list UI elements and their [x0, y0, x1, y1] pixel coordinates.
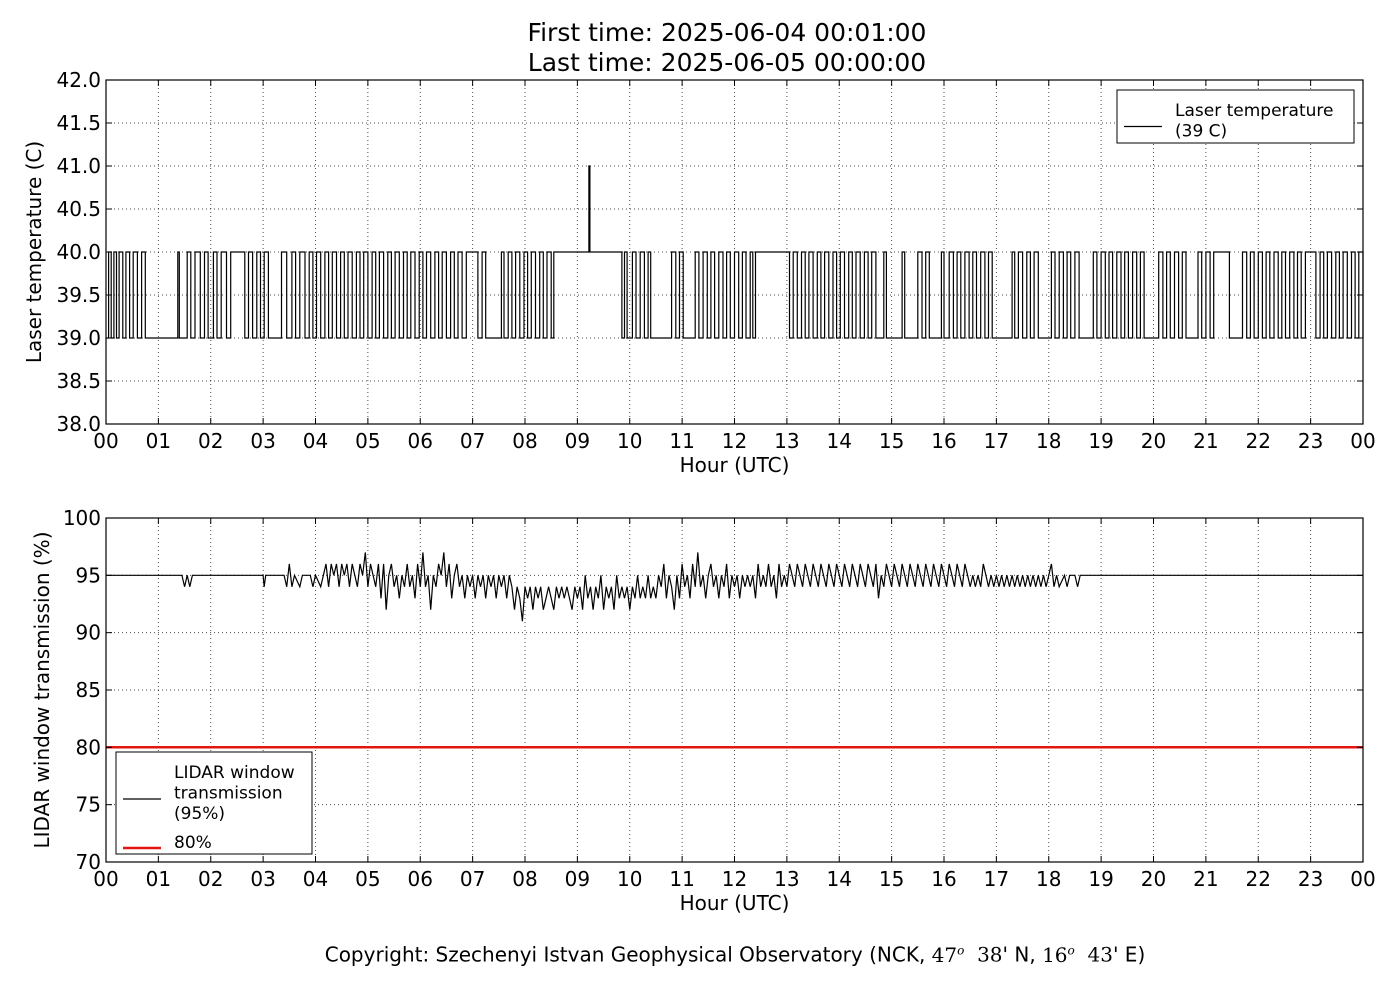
longitude-degrees: 16o: [1042, 942, 1075, 967]
x-tick-label: 19: [1088, 429, 1113, 453]
x-tick-label: 08: [512, 867, 537, 891]
x-tick-label: 10: [617, 429, 642, 453]
y-tick-label: 85: [76, 678, 101, 702]
y-tick-label: 38.0: [56, 412, 101, 436]
legend-label-line: LIDAR window: [174, 763, 295, 783]
x-tick-label: 00: [1350, 867, 1375, 891]
y-tick-label: 95: [76, 563, 101, 587]
longitude-hemisphere: E: [1124, 942, 1138, 967]
x-tick-label: 00: [1350, 429, 1375, 453]
laser-temperature-panel: 00 01 02 03 04 05 06 07 08 09 10 11 12 13 14 15 16 17 18 19…: [22, 68, 1376, 477]
legend-label-0: LIDAR window transmission (95%): [174, 763, 295, 824]
temp-x-axis-label: Hour (UTC): [680, 453, 790, 477]
legend-label-line: (95%): [174, 804, 225, 824]
x-tick-label: 20: [1141, 429, 1166, 453]
longitude-minutes: 43: [1087, 942, 1113, 967]
x-tick-label: 12: [722, 429, 747, 453]
x-tick-label: 06: [408, 867, 433, 891]
legend-label-line: (39 C): [1175, 122, 1227, 142]
x-tick-label: 23: [1298, 867, 1323, 891]
temp-legend: Laser temperature (39 C): [1116, 89, 1355, 144]
legend-label-line: 80%: [174, 833, 212, 853]
x-tick-label: 14: [827, 429, 852, 453]
x-tick-label: 05: [355, 429, 380, 453]
latitude-hemisphere: N: [1014, 942, 1030, 967]
x-tick-label: 11: [669, 867, 694, 891]
y-tick-label: 39.5: [56, 283, 101, 307]
transmission-y-axis-label: LIDAR window transmission (%): [30, 532, 54, 849]
x-tick-label: 16: [931, 429, 956, 453]
x-tick-label: 02: [198, 429, 223, 453]
y-tick-label: 100: [63, 506, 101, 530]
y-tick-label: 41.5: [56, 111, 101, 135]
y-tick-label: 75: [76, 793, 101, 817]
x-tick-label: 03: [250, 429, 275, 453]
x-tick-label: 06: [408, 429, 433, 453]
copyright-prefix: Copyright: Szechenyi Istvan Geophysical …: [324, 942, 932, 967]
x-tick-label: 23: [1298, 429, 1323, 453]
x-tick-label: 20: [1141, 867, 1166, 891]
y-tick-label: 41.0: [56, 154, 101, 178]
y-tick-label: 42.0: [56, 68, 101, 92]
x-tick-label: 04: [303, 867, 328, 891]
y-tick-label: 38.5: [56, 369, 101, 393]
x-tick-label: 02: [198, 867, 223, 891]
latitude-degrees: 47o: [931, 942, 965, 967]
y-tick-label: 39.0: [56, 326, 101, 350]
y-tick-label: 90: [76, 621, 101, 645]
x-tick-label: 15: [879, 867, 904, 891]
y-tick-label: 80: [76, 735, 101, 759]
latitude-minutes: 38: [977, 942, 1003, 967]
y-tick-label: 40.5: [56, 197, 101, 221]
lidar-transmission-panel: 00 01 02 03 04 05 06 07 08 09 10 11 12 13 14 15 16 17 18 19…: [30, 506, 1376, 915]
x-tick-label: 18: [1036, 867, 1061, 891]
x-tick-label: 18: [1036, 429, 1061, 453]
y-tick-label: 70: [76, 850, 101, 874]
chart-title-last-time: Last time: 2025-06-05 00:00:00: [527, 48, 927, 77]
x-tick-label: 13: [774, 429, 799, 453]
transmission-legend: LIDAR window transmission (95%) 80%: [115, 751, 313, 855]
x-tick-label: 05: [355, 867, 380, 891]
x-tick-label: 01: [146, 429, 171, 453]
x-tick-label: 10: [617, 867, 642, 891]
x-tick-label: 13: [774, 867, 799, 891]
x-tick-label: 22: [1246, 867, 1271, 891]
x-tick-label: 00: [93, 867, 118, 891]
temp-series-line-0: [106, 165, 1364, 339]
x-tick-label: 09: [565, 429, 590, 453]
x-tick-label: 12: [722, 867, 747, 891]
x-tick-label: 00: [93, 429, 118, 453]
legend-box: [115, 751, 313, 855]
x-tick-label: 03: [250, 867, 275, 891]
chart-title-first-time: First time: 2025-06-04 00:01:00: [527, 18, 927, 47]
x-tick-label: 07: [460, 867, 485, 891]
x-tick-label: 08: [512, 429, 537, 453]
x-tick-label: 16: [931, 867, 956, 891]
legend-label-0: Laser temperature (39 C): [1175, 101, 1333, 142]
legend-label-line: Laser temperature: [1175, 101, 1333, 121]
x-tick-label: 07: [460, 429, 485, 453]
x-tick-label: 04: [303, 429, 328, 453]
x-tick-label: 14: [827, 867, 852, 891]
copyright-footer: Copyright: Szechenyi Istvan Geophysical …: [324, 942, 1146, 967]
transmission-x-axis-label: Hour (UTC): [680, 891, 790, 915]
x-tick-label: 21: [1193, 867, 1218, 891]
x-tick-label: 01: [146, 867, 171, 891]
x-tick-label: 21: [1193, 429, 1218, 453]
legend-label-line: transmission: [174, 784, 283, 804]
legend-box: [1116, 89, 1355, 144]
x-tick-label: 17: [984, 867, 1009, 891]
temp-y-axis-label: Laser temperature (C): [22, 141, 46, 363]
x-tick-label: 19: [1088, 867, 1113, 891]
x-tick-label: 09: [565, 867, 590, 891]
transmission-series-line-0: [106, 552, 1363, 622]
x-tick-label: 17: [984, 429, 1009, 453]
x-tick-label: 22: [1246, 429, 1271, 453]
x-tick-label: 11: [669, 429, 694, 453]
x-tick-label: 15: [879, 429, 904, 453]
legend-label-1: 80%: [174, 833, 212, 853]
y-tick-label: 40.0: [56, 240, 101, 264]
